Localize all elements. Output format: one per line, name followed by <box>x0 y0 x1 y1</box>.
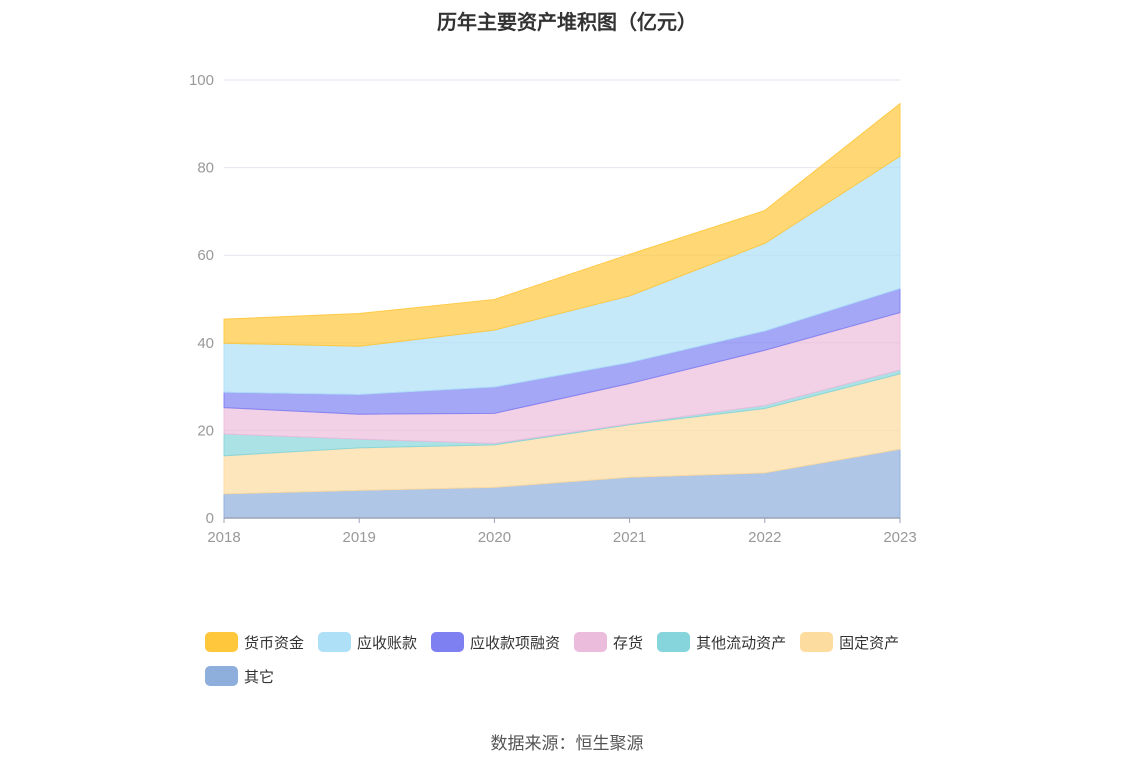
legend-swatch <box>431 632 465 652</box>
x-tick-label: 2019 <box>343 529 376 546</box>
y-tick-label: 40 <box>197 335 214 352</box>
legend-swatch <box>318 632 352 652</box>
legend-label: 固定资产 <box>839 633 900 652</box>
legend-item-other[interactable]: 其它 <box>205 665 274 687</box>
data-source: 数据来源：恒生聚源 <box>490 734 644 754</box>
legend-item-receivables-financing[interactable]: 应收款项融资 <box>431 631 560 653</box>
legend-label: 应收账款 <box>357 633 418 652</box>
x-tick-label: 2022 <box>748 529 781 546</box>
legend-item-fixed-assets[interactable]: 固定资产 <box>800 631 899 653</box>
stacked-area-chart: 0 20 40 60 80 100 2018 2019 2020 2021 2022 2023 <box>189 72 917 546</box>
legend-item-inventory[interactable]: 存货 <box>574 631 643 653</box>
legend-swatch <box>800 632 834 652</box>
legend-label: 其他流动资产 <box>696 633 787 652</box>
legend-label: 应收款项融资 <box>470 633 561 652</box>
legend-swatch <box>574 632 608 652</box>
legend-label: 存货 <box>613 633 644 652</box>
legend-swatch <box>205 632 238 652</box>
y-tick-label: 100 <box>189 72 214 89</box>
legend-label: 货币资金 <box>244 633 305 652</box>
chart-title: 历年主要资产堆积图（亿元） <box>437 10 697 34</box>
legend-item-other-current-assets[interactable]: 其他流动资产 <box>657 631 786 653</box>
x-tick-label: 2020 <box>478 529 511 546</box>
y-tick-label: 60 <box>197 247 214 264</box>
area-series <box>223 102 901 347</box>
legend-item-cash[interactable]: 货币资金 <box>205 631 304 653</box>
legend: 货币资金 应收账款 应收款项融资 存货 其他流动资产 固定资产 其它 <box>205 631 945 687</box>
y-tick-label: 0 <box>206 510 214 527</box>
legend-label: 其它 <box>244 667 275 686</box>
legend-swatch <box>657 632 691 652</box>
y-tick-label: 80 <box>197 160 214 177</box>
y-tick-label: 20 <box>197 422 214 439</box>
legend-item-accounts-receivable[interactable]: 应收账款 <box>318 631 417 653</box>
legend-swatch <box>205 666 238 686</box>
x-tick-label: 2021 <box>613 529 646 546</box>
x-tick-label: 2023 <box>883 529 916 546</box>
x-tick-label: 2018 <box>207 529 240 546</box>
